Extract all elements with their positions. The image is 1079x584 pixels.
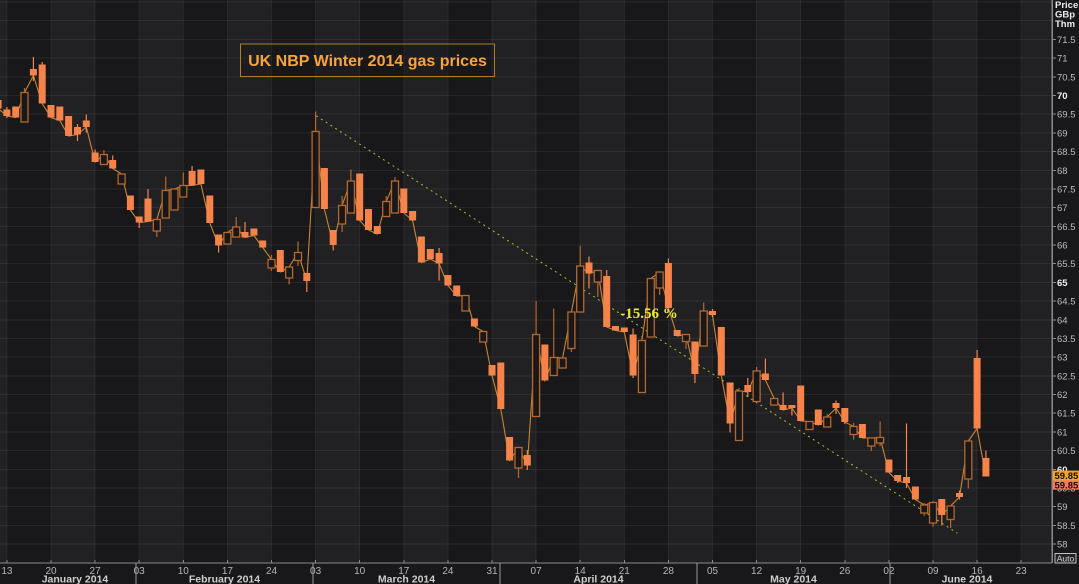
svg-text:62.5: 62.5: [1057, 371, 1076, 382]
svg-text:-15.56 %: -15.56 %: [620, 306, 678, 322]
svg-text:17: 17: [398, 566, 410, 577]
svg-text:68: 68: [1057, 166, 1068, 177]
svg-text:23: 23: [1016, 566, 1028, 577]
svg-text:12: 12: [751, 566, 763, 577]
svg-text:10: 10: [178, 566, 190, 577]
svg-text:61.5: 61.5: [1057, 409, 1076, 420]
svg-text:67: 67: [1057, 203, 1068, 214]
svg-text:April 2014: April 2014: [573, 574, 623, 584]
svg-text:January 2014: January 2014: [42, 574, 109, 584]
svg-text:16: 16: [972, 566, 984, 577]
svg-text:10: 10: [354, 566, 366, 577]
svg-text:64.5: 64.5: [1057, 297, 1076, 308]
svg-text:71.5: 71.5: [1057, 35, 1076, 46]
svg-text:68.5: 68.5: [1057, 147, 1076, 158]
svg-text:63: 63: [1057, 353, 1068, 364]
svg-text:May 2014: May 2014: [770, 574, 817, 584]
svg-text:March 2014: March 2014: [378, 574, 435, 584]
svg-text:58: 58: [1057, 540, 1068, 551]
svg-text:21: 21: [619, 566, 631, 577]
svg-text:June 2014: June 2014: [942, 574, 993, 584]
svg-text:59.85: 59.85: [1055, 471, 1079, 482]
svg-text:14: 14: [575, 566, 587, 577]
svg-text:Auto: Auto: [1057, 553, 1075, 563]
svg-text:31: 31: [486, 566, 498, 577]
svg-text:Thm: Thm: [1055, 19, 1075, 30]
svg-text:61: 61: [1057, 427, 1068, 438]
svg-text:26: 26: [839, 566, 851, 577]
svg-text:05: 05: [707, 566, 719, 577]
svg-text:UK NBP Winter 2014 gas prices: UK NBP Winter 2014 gas prices: [248, 53, 487, 70]
svg-text:66.5: 66.5: [1057, 222, 1076, 233]
svg-text:69.5: 69.5: [1057, 110, 1076, 121]
svg-text:02: 02: [883, 566, 895, 577]
svg-text:66: 66: [1057, 241, 1068, 252]
svg-text:62: 62: [1057, 390, 1068, 401]
svg-text:GBp: GBp: [1055, 10, 1075, 21]
svg-text:67.5: 67.5: [1057, 184, 1076, 195]
svg-text:59.85: 59.85: [1055, 480, 1079, 491]
svg-text:59: 59: [1057, 502, 1068, 513]
svg-text:Price: Price: [1055, 0, 1078, 11]
svg-text:64: 64: [1057, 315, 1068, 326]
svg-text:60.5: 60.5: [1057, 446, 1076, 457]
svg-text:24: 24: [442, 566, 454, 577]
svg-text:17: 17: [222, 566, 234, 577]
svg-text:03: 03: [134, 566, 146, 577]
svg-text:65: 65: [1057, 278, 1068, 289]
svg-text:60: 60: [1057, 465, 1068, 476]
svg-text:February 2014: February 2014: [189, 574, 260, 584]
svg-text:70: 70: [1057, 91, 1068, 102]
svg-text:07: 07: [531, 566, 543, 577]
svg-text:28: 28: [663, 566, 675, 577]
svg-text:69: 69: [1057, 128, 1068, 139]
svg-text:63.5: 63.5: [1057, 334, 1076, 345]
svg-text:19: 19: [795, 566, 807, 577]
svg-text:13: 13: [1, 566, 13, 577]
svg-text:24: 24: [266, 566, 278, 577]
svg-text:70.5: 70.5: [1057, 72, 1076, 83]
svg-text:58.5: 58.5: [1057, 521, 1076, 532]
svg-text:20: 20: [45, 566, 57, 577]
svg-text:09: 09: [927, 566, 939, 577]
svg-text:03: 03: [310, 566, 322, 577]
svg-text:27: 27: [90, 566, 102, 577]
svg-text:65.5: 65.5: [1057, 259, 1076, 270]
svg-text:71: 71: [1057, 54, 1068, 65]
